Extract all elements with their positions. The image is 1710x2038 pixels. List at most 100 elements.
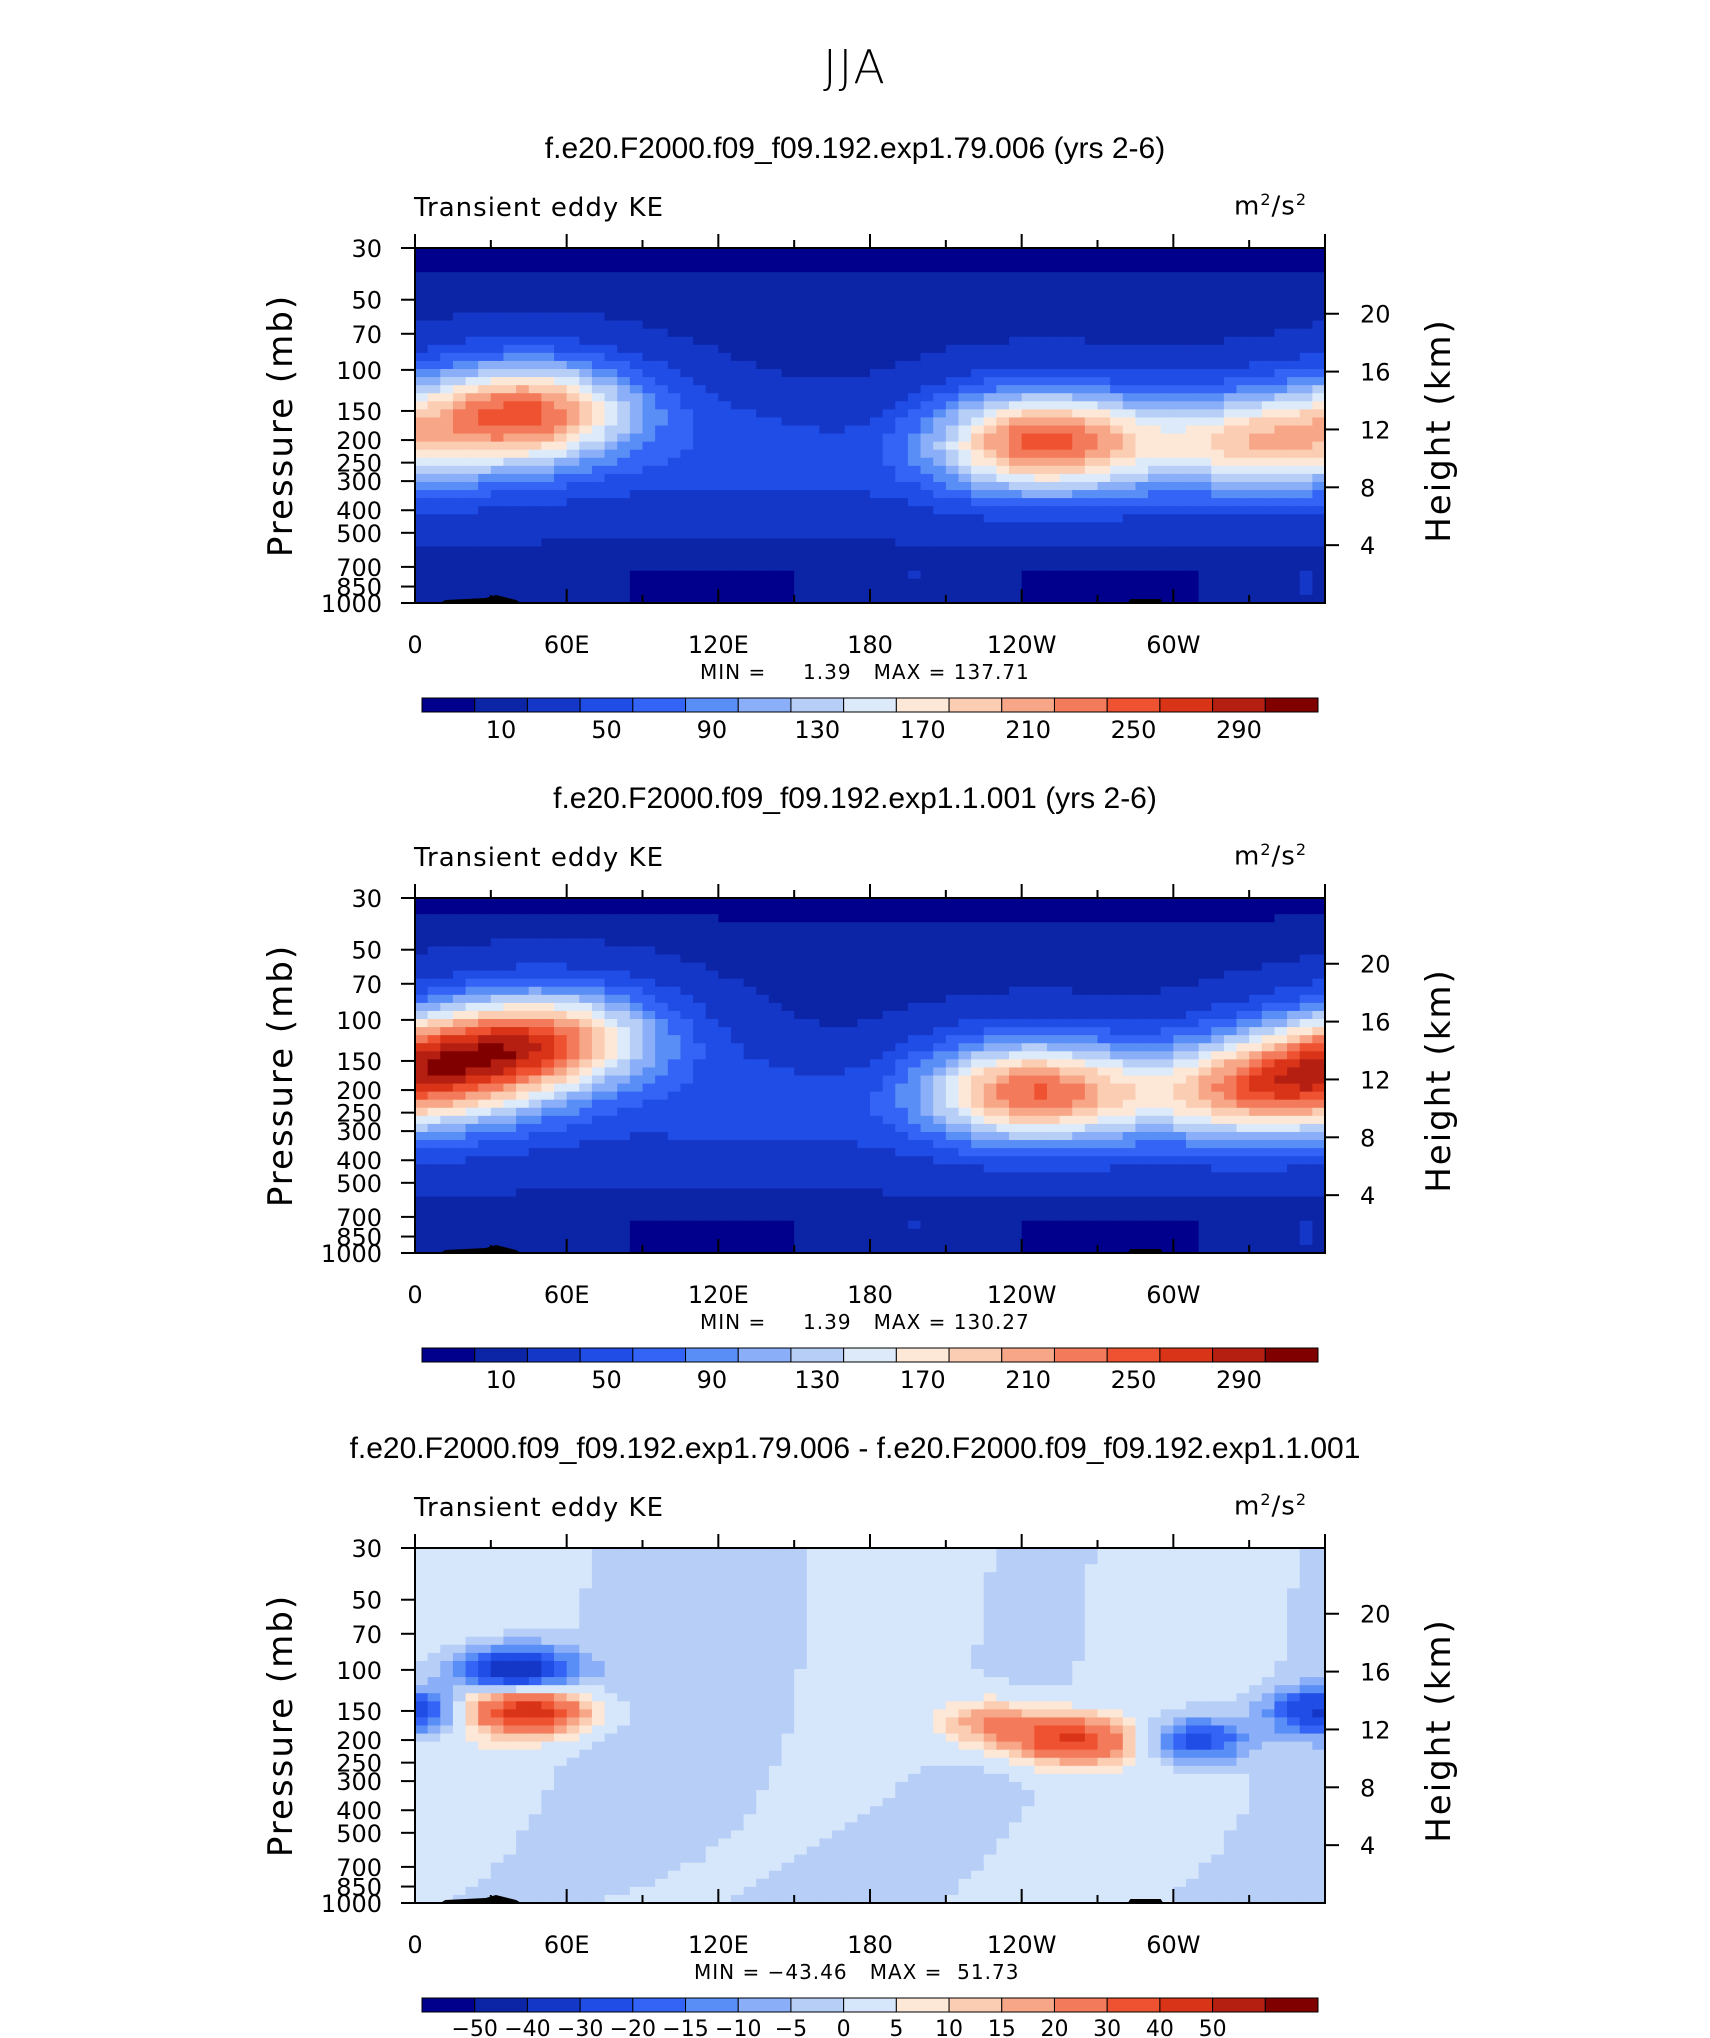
contour-cell bbox=[1287, 986, 1301, 996]
contour-cell bbox=[427, 409, 441, 419]
contour-cell bbox=[503, 514, 517, 523]
contour-cell bbox=[1148, 1010, 1162, 1020]
contour-cell bbox=[667, 546, 682, 556]
contour-cell bbox=[705, 328, 719, 338]
contour-cell bbox=[554, 530, 568, 540]
contour-cell bbox=[579, 417, 593, 427]
contour-cell bbox=[415, 546, 429, 556]
contour-cell bbox=[781, 312, 795, 322]
contour-cell bbox=[1034, 328, 1048, 338]
contour-cell bbox=[983, 385, 997, 394]
contour-cell bbox=[983, 522, 997, 531]
contour-cell bbox=[768, 417, 783, 427]
contour-cell bbox=[832, 1051, 846, 1060]
contour-cell bbox=[617, 514, 631, 523]
contour-cell bbox=[516, 994, 530, 1004]
contour-cell bbox=[743, 433, 757, 443]
contour-cell bbox=[718, 546, 732, 556]
contour-cell bbox=[427, 401, 441, 410]
contour-cell bbox=[1312, 344, 1326, 354]
contour-cell bbox=[591, 1027, 606, 1036]
contour-cell bbox=[1185, 296, 1200, 306]
contour-cell bbox=[440, 272, 454, 281]
contour-cell bbox=[579, 1043, 593, 1052]
contour-cell bbox=[680, 538, 694, 548]
contour-cell bbox=[667, 938, 682, 948]
contour-cell bbox=[781, 1083, 795, 1093]
contour-cell bbox=[705, 369, 719, 378]
contour-cell bbox=[1198, 522, 1212, 531]
contour-cell bbox=[781, 457, 795, 467]
contour-cell bbox=[920, 425, 934, 435]
contour-cell bbox=[756, 938, 770, 948]
contour-cell bbox=[1110, 922, 1124, 931]
contour-cell bbox=[768, 288, 783, 298]
contour-cell bbox=[1211, 1059, 1225, 1069]
contour-cell bbox=[933, 914, 947, 923]
contour-cell bbox=[895, 296, 909, 306]
contour-cell bbox=[1160, 344, 1174, 354]
contour-cell bbox=[655, 328, 669, 338]
contour-cell bbox=[1249, 248, 1263, 257]
contour-cell bbox=[1261, 522, 1276, 531]
contour-cell bbox=[743, 938, 757, 948]
contour-cell bbox=[1211, 417, 1225, 427]
contour-cell bbox=[870, 248, 884, 257]
contour-cell bbox=[541, 248, 555, 257]
contour-cell bbox=[554, 922, 568, 931]
contour-cell bbox=[1198, 1083, 1212, 1093]
contour-cell bbox=[1046, 433, 1061, 443]
contour-cell bbox=[1274, 938, 1288, 948]
contour-cell bbox=[1110, 280, 1124, 289]
contour-cell bbox=[1135, 1075, 1149, 1085]
contour-cell bbox=[528, 490, 542, 499]
contour-cell bbox=[503, 320, 517, 330]
contour-cell bbox=[832, 296, 846, 306]
contour-cell bbox=[857, 264, 871, 273]
contour-cell bbox=[490, 506, 505, 515]
contour-cell bbox=[452, 538, 467, 548]
contour-cell bbox=[427, 498, 441, 507]
contour-cell bbox=[832, 954, 846, 964]
contour-cell bbox=[1223, 473, 1238, 483]
contour-cell bbox=[591, 554, 606, 564]
contour-cell bbox=[1046, 962, 1061, 972]
contour-cell bbox=[743, 962, 757, 972]
contour-cell bbox=[1034, 1019, 1048, 1028]
contour-cell bbox=[427, 594, 441, 604]
contour-cell bbox=[1059, 570, 1073, 580]
contour-cell bbox=[1009, 280, 1023, 289]
contour-cell bbox=[1148, 978, 1162, 988]
contour-cell bbox=[452, 1019, 467, 1028]
contour-cell bbox=[1287, 352, 1301, 362]
contour-cell bbox=[743, 352, 757, 362]
contour-cell bbox=[933, 312, 947, 322]
contour-cell bbox=[1312, 264, 1326, 273]
contour-cell bbox=[756, 304, 770, 314]
contour-cell bbox=[1198, 994, 1212, 1004]
contour-cell bbox=[427, 417, 441, 427]
contour-cell bbox=[781, 441, 795, 451]
contour-cell bbox=[566, 898, 580, 907]
contour-cell bbox=[1009, 938, 1023, 948]
contour-cell bbox=[794, 586, 808, 596]
contour-cell bbox=[1046, 344, 1061, 354]
contour-cell bbox=[768, 498, 783, 507]
contour-cell bbox=[996, 473, 1010, 483]
contour-cell bbox=[655, 481, 669, 491]
contour-cell bbox=[781, 962, 795, 972]
contour-cell bbox=[844, 490, 858, 499]
contour-cell bbox=[1046, 522, 1061, 531]
contour-cell bbox=[528, 562, 542, 572]
contour-cell bbox=[1211, 1043, 1225, 1052]
contour-cell bbox=[832, 538, 846, 548]
contour-cell bbox=[1249, 296, 1263, 306]
contour-cell bbox=[1059, 922, 1073, 931]
contour-cell bbox=[1198, 1059, 1212, 1069]
contour-cell bbox=[1135, 1083, 1149, 1093]
contour-cell bbox=[655, 1010, 669, 1020]
contour-cell bbox=[920, 248, 934, 257]
contour-cell bbox=[655, 360, 669, 370]
contour-cell bbox=[832, 449, 846, 459]
contour-cell bbox=[781, 328, 795, 338]
